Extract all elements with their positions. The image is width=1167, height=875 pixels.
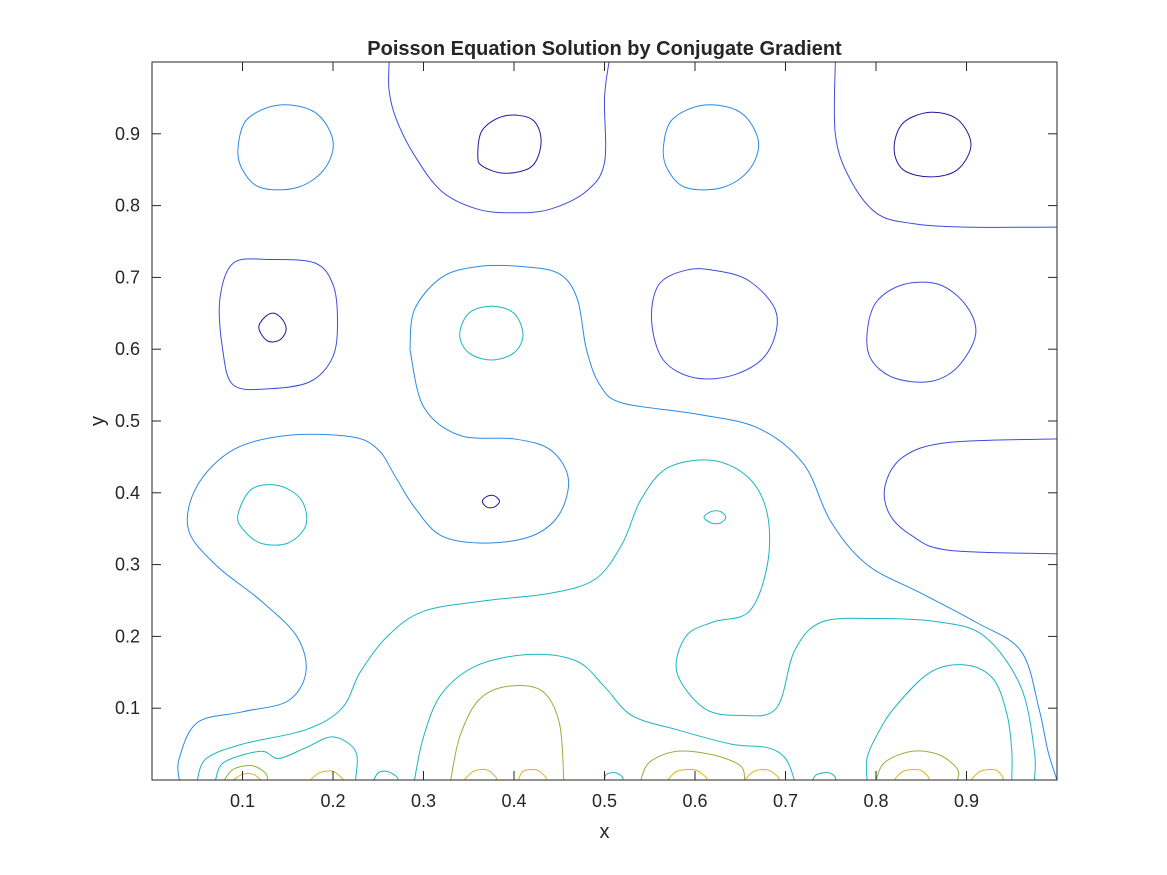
- y-tick-label: 0.1: [115, 698, 140, 718]
- y-tick-label: 0.2: [115, 626, 140, 646]
- y-tick-label: 0.5: [115, 411, 140, 431]
- axis-ticks: 0.1 0.2 0.3 0.4 0.5 0.6 0.7 0.8 0.9 0.1 0.2 0.3 0.4 0…: [115, 62, 1057, 811]
- contour-line: [409, 264, 1057, 780]
- contour-line: [667, 769, 708, 780]
- contour-line: [218, 258, 339, 391]
- contour-line: [865, 664, 1013, 780]
- x-tick-label: 0.1: [230, 791, 255, 811]
- x-tick-label: 0.9: [954, 791, 979, 811]
- contour-line: [518, 769, 547, 780]
- contour-line: [650, 268, 778, 380]
- y-tick-label: 0.3: [115, 555, 140, 575]
- contour-line: [662, 104, 760, 191]
- x-tick-label: 0.3: [411, 791, 436, 811]
- contour-line: [481, 494, 501, 509]
- contour-line: [866, 281, 977, 383]
- x-axis-label: x: [600, 821, 610, 843]
- contour-line: [237, 104, 334, 191]
- contour-lines: [177, 62, 1057, 780]
- contour-line: [413, 653, 795, 780]
- y-tick-label: 0.4: [115, 483, 140, 503]
- contour-line: [744, 769, 780, 780]
- contour-line: [640, 750, 746, 780]
- y-tick-label: 0.6: [115, 339, 140, 359]
- chart-title: Poisson Equation Solution by Conjugate G…: [367, 38, 842, 60]
- contour-line: [237, 484, 308, 546]
- contour-line: [310, 770, 345, 780]
- y-tick-label: 0.8: [115, 196, 140, 216]
- contour-line: [258, 312, 287, 343]
- contour-line: [177, 349, 570, 780]
- contour-line: [604, 772, 624, 780]
- contour-line: [233, 773, 261, 780]
- contour-line: [893, 769, 930, 780]
- contour-line: [477, 114, 542, 174]
- contour-line: [463, 769, 498, 780]
- contour-line: [703, 510, 727, 525]
- contour-line: [893, 111, 972, 178]
- y-tick-label: 0.9: [115, 124, 140, 144]
- contour-line: [883, 438, 1057, 555]
- contour-line: [223, 764, 269, 780]
- contour-line: [833, 62, 1057, 228]
- x-tick-label: 0.8: [863, 791, 888, 811]
- contour-line: [812, 772, 837, 780]
- y-tick-label: 0.7: [115, 267, 140, 287]
- y-axis-label: y: [87, 416, 109, 426]
- contour-line: [970, 769, 1004, 780]
- x-tick-label: 0.5: [592, 791, 617, 811]
- x-tick-label: 0.4: [501, 791, 526, 811]
- contour-line: [450, 684, 565, 780]
- x-tick-label: 0.7: [773, 791, 798, 811]
- contour-line: [875, 750, 960, 780]
- contour-line: [388, 62, 610, 214]
- x-tick-label: 0.2: [320, 791, 345, 811]
- contour-line: [373, 770, 399, 780]
- contour-line: [196, 459, 1036, 780]
- contour-line: [214, 736, 358, 780]
- x-tick-label: 0.6: [682, 791, 707, 811]
- contour-line: [459, 305, 524, 361]
